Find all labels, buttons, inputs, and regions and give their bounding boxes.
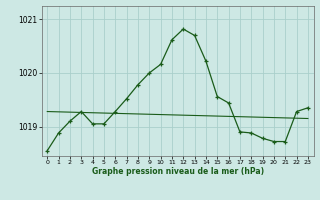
X-axis label: Graphe pression niveau de la mer (hPa): Graphe pression niveau de la mer (hPa) [92, 167, 264, 176]
